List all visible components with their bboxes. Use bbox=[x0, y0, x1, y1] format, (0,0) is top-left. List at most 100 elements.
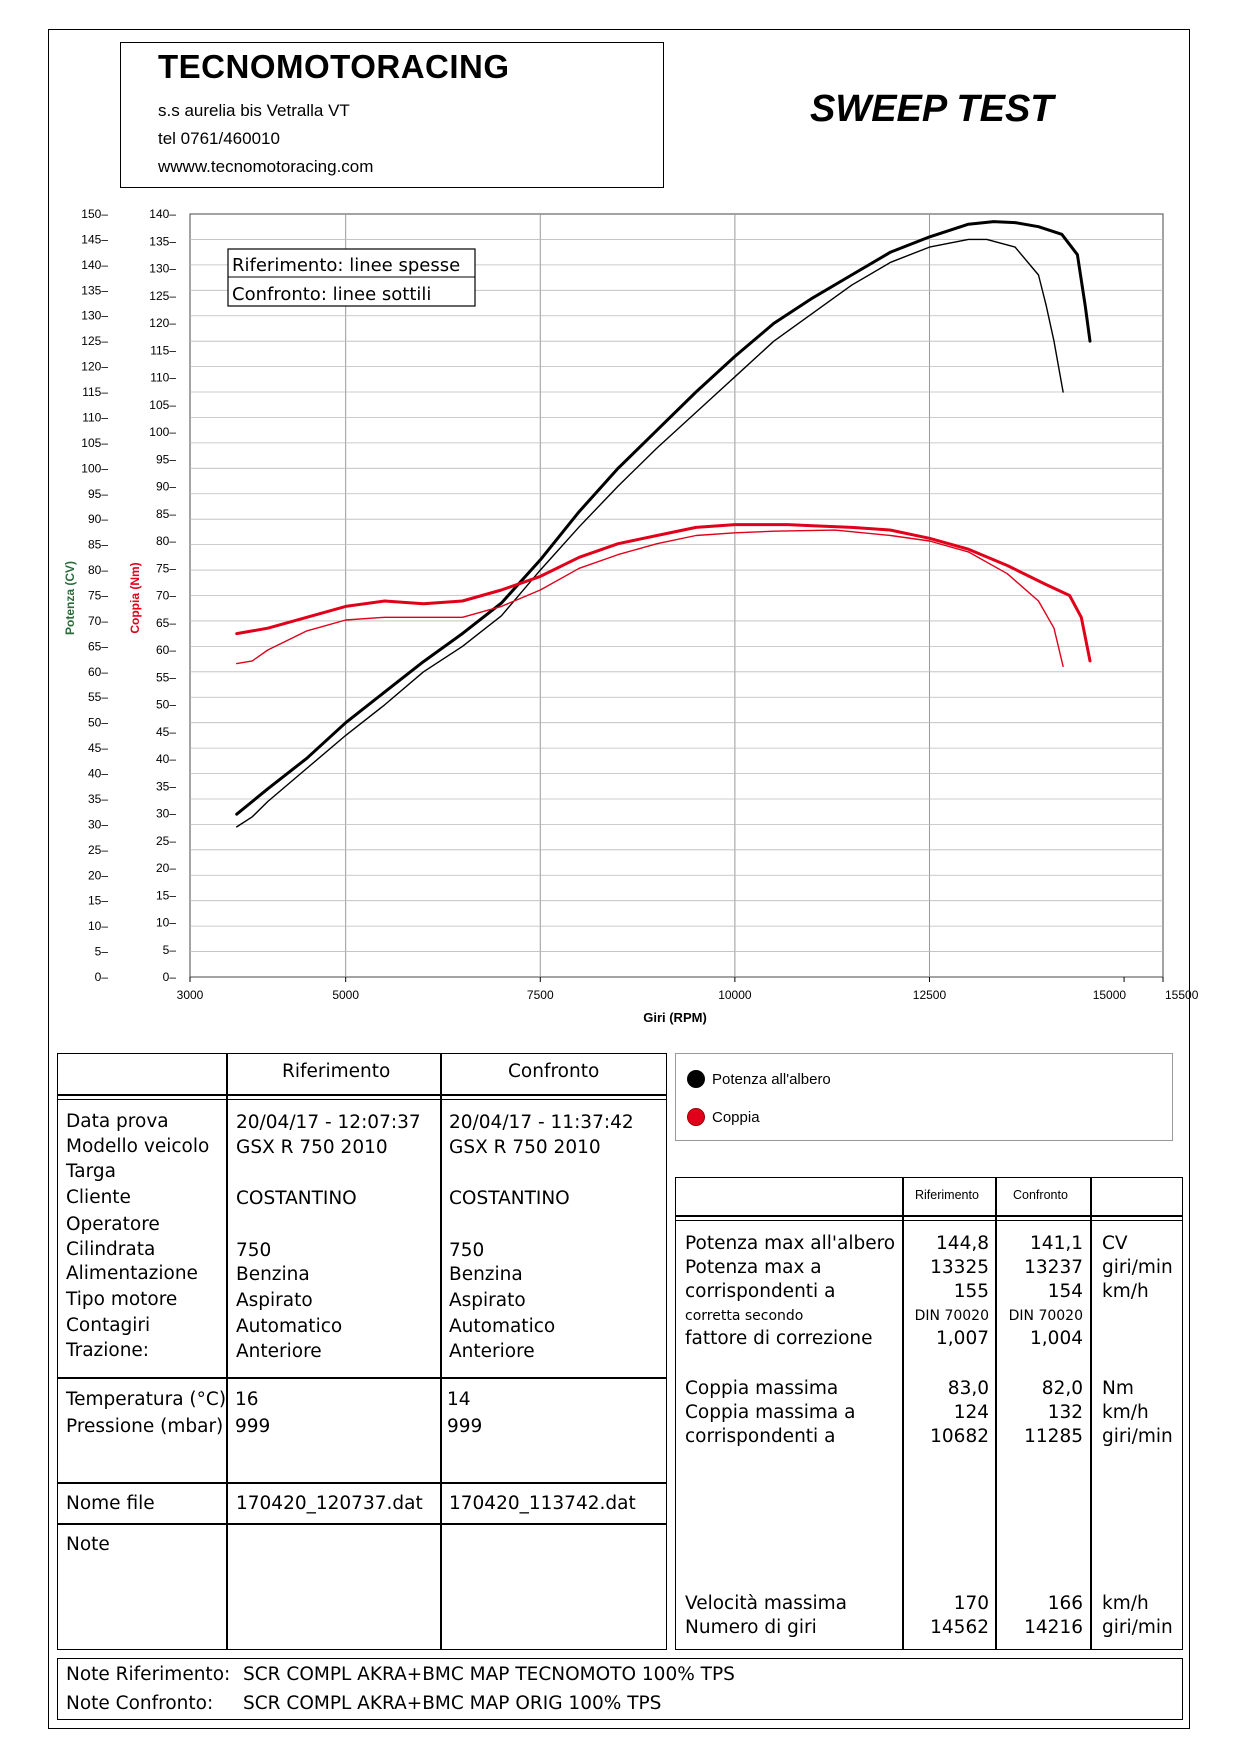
label-targa: Targa bbox=[66, 1161, 116, 1182]
result-unit: giri/min bbox=[1102, 1426, 1173, 1447]
torque-tick-label: 55– bbox=[156, 670, 176, 684]
torque-tick-label: 115– bbox=[150, 343, 176, 357]
info-rule-file bbox=[57, 1482, 667, 1484]
results-header-conf: Confronto bbox=[1013, 1188, 1068, 1202]
torque-tick-label: 40– bbox=[156, 752, 176, 766]
company-address: s.s aurelia bis Vetralla VT bbox=[158, 101, 350, 120]
notes-box bbox=[57, 1658, 1183, 1720]
conf-pressione: 999 bbox=[447, 1416, 483, 1437]
page-frame bbox=[48, 29, 1190, 1729]
power-tick-label: 110– bbox=[82, 410, 108, 424]
label-temperatura: Temperatura (°C) bbox=[66, 1389, 227, 1410]
note-conf-label: Note Confronto: bbox=[66, 1693, 214, 1714]
conf-temperatura: 14 bbox=[447, 1389, 471, 1410]
power-tick-label: 40– bbox=[88, 767, 108, 781]
result-conf-value: 132 bbox=[1047, 1402, 1083, 1423]
result-ref-value: 170 bbox=[953, 1593, 989, 1614]
torque-tick-label: 100– bbox=[149, 425, 176, 439]
conf-modello: GSX R 750 2010 bbox=[449, 1137, 601, 1158]
info-rule-env bbox=[57, 1377, 667, 1379]
result-conf-value: 14216 bbox=[1024, 1617, 1083, 1638]
info-rule-note bbox=[57, 1523, 667, 1525]
label-pressione: Pressione (mbar) bbox=[66, 1416, 224, 1437]
power-axis-ticks: 0– 5– 10– 15– 20– 25– 30– 35– 40– 45– 50– 55– 60– 65–… bbox=[81, 207, 108, 984]
result-unit: giri/min bbox=[1102, 1617, 1173, 1638]
label-data-prova: Data prova bbox=[66, 1111, 169, 1132]
torque-tick-label: 120– bbox=[149, 316, 176, 330]
power-tick-label: 65– bbox=[88, 639, 108, 653]
power-tick-label: 140– bbox=[81, 258, 108, 272]
company-website: wwww.tecnomotoracing.com bbox=[158, 157, 374, 176]
torque-tick-label: 35– bbox=[156, 779, 176, 793]
conf-trazione: Anteriore bbox=[449, 1341, 535, 1362]
x-tick-label: 10000 bbox=[718, 988, 752, 1002]
info-header-rule-2 bbox=[57, 1099, 667, 1100]
result-label: fattore di correzione bbox=[685, 1328, 873, 1349]
torque-tick-label: 75– bbox=[156, 561, 176, 575]
result-conf-value: 13237 bbox=[1024, 1257, 1083, 1278]
conf-cilindrata: 750 bbox=[449, 1240, 485, 1261]
results-col-divider-2 bbox=[995, 1177, 997, 1650]
result-ref-value: 155 bbox=[953, 1281, 989, 1302]
results-table bbox=[675, 1177, 1183, 1650]
conf-data: 20/04/17 - 11:37:42 bbox=[449, 1112, 634, 1133]
power-tick-label: 0– bbox=[95, 970, 109, 984]
result-ref-value: 10682 bbox=[930, 1426, 989, 1447]
power-tick-label: 105– bbox=[81, 436, 108, 450]
ref-alimentazione: Benzina bbox=[236, 1264, 310, 1285]
power-curve-comparison bbox=[235, 238, 1064, 828]
torque-curve-reference bbox=[235, 523, 1092, 663]
power-curve-reference bbox=[235, 220, 1092, 816]
rpm-axis-ticks: 3000 5000 7500 10000 12500 15000 15500 bbox=[177, 977, 1199, 1002]
conf-cliente: COSTANTINO bbox=[449, 1188, 570, 1209]
power-tick-label: 120– bbox=[81, 360, 108, 374]
torque-tick-label: 135– bbox=[149, 234, 176, 248]
torque-tick-label: 10– bbox=[156, 916, 176, 930]
ref-tipo: Aspirato bbox=[236, 1290, 313, 1311]
power-tick-label: 30– bbox=[88, 817, 108, 831]
torque-tick-label: 30– bbox=[156, 807, 176, 821]
torque-tick-label: 125– bbox=[149, 289, 176, 303]
torque-tick-label: 15– bbox=[156, 888, 176, 902]
ref-modello: GSX R 750 2010 bbox=[236, 1137, 388, 1158]
header-box bbox=[120, 42, 664, 188]
result-ref-value: 124 bbox=[953, 1402, 989, 1423]
label-nome-file: Nome file bbox=[66, 1493, 155, 1514]
dyno-chart: 0– 5– 10– 15– 20– 25– 30– 35– 40– 45– 50– 55– 60– 65–… bbox=[63, 207, 1199, 1025]
power-tick-label: 100– bbox=[81, 461, 108, 475]
x-tick-label: 15500 bbox=[1165, 988, 1199, 1002]
info-col-divider-2 bbox=[440, 1053, 442, 1650]
label-note: Note bbox=[66, 1534, 110, 1555]
power-tick-label: 80– bbox=[88, 563, 108, 577]
torque-tick-label: 80– bbox=[156, 534, 176, 548]
torque-tick-label: 50– bbox=[156, 698, 176, 712]
result-label: Velocità massima bbox=[685, 1593, 847, 1614]
result-label: Coppia massima bbox=[685, 1378, 839, 1399]
ref-contagiri: Automatico bbox=[236, 1316, 343, 1337]
conf-file: 170420_113742.dat bbox=[449, 1493, 636, 1514]
result-label: corrispondenti a bbox=[685, 1281, 836, 1302]
torque-tick-label: 45– bbox=[156, 725, 176, 739]
ref-trazione: Anteriore bbox=[236, 1341, 322, 1362]
results-col-divider-3 bbox=[1090, 1177, 1092, 1650]
result-ref-value: 144,8 bbox=[936, 1233, 989, 1254]
power-tick-label: 85– bbox=[88, 538, 108, 552]
power-tick-label: 150– bbox=[81, 207, 108, 221]
power-tick-label: 20– bbox=[88, 868, 108, 882]
legend-power-dot bbox=[687, 1070, 705, 1088]
ref-temperatura: 16 bbox=[235, 1389, 259, 1410]
torque-tick-label: 25– bbox=[156, 834, 176, 848]
result-label: Coppia massima a bbox=[685, 1402, 856, 1423]
info-col-divider-1 bbox=[226, 1053, 228, 1650]
power-tick-label: 45– bbox=[88, 741, 108, 755]
torque-curve-comparison bbox=[235, 529, 1064, 668]
torque-tick-label: 140– bbox=[149, 207, 176, 221]
ref-pressione: 999 bbox=[235, 1416, 271, 1437]
power-axis-label: Potenza (CV) bbox=[63, 561, 77, 635]
conf-contagiri: Automatico bbox=[449, 1316, 556, 1337]
power-tick-label: 35– bbox=[88, 792, 108, 806]
legend-power-label: Potenza all'albero bbox=[712, 1071, 831, 1088]
annotation-conf: Confronto: linee sottili bbox=[232, 284, 431, 305]
label-cilindrata: Cilindrata bbox=[66, 1239, 156, 1260]
ref-file: 170420_120737.dat bbox=[236, 1493, 423, 1514]
